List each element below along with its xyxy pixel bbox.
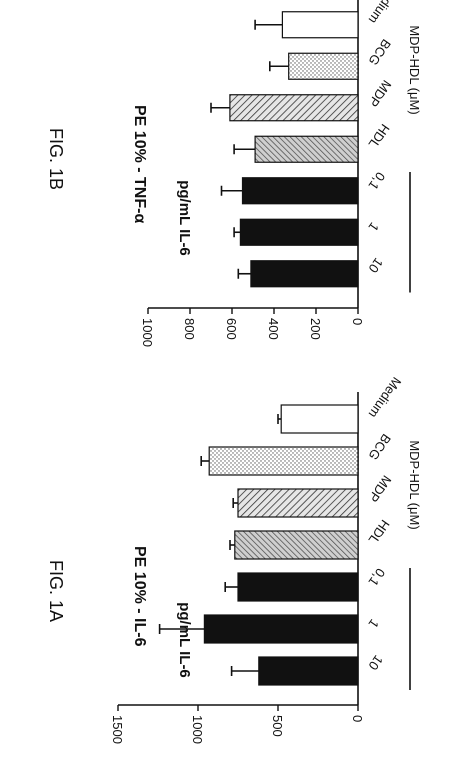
- bar: [254, 135, 359, 163]
- bar: [208, 446, 359, 476]
- bar: [280, 404, 359, 434]
- y-tick-label: 400: [266, 318, 281, 340]
- y-tick-label: 800: [182, 318, 197, 340]
- y-tick-label: 600: [224, 318, 239, 340]
- y-axis: 0 500 1000 1500: [110, 392, 411, 744]
- y-tick-label: 200: [308, 318, 323, 340]
- y-tick-label: 500: [270, 715, 285, 737]
- bar: [203, 614, 359, 644]
- chart-title: PE 10% - IL-6: [131, 546, 148, 647]
- bar: [281, 11, 359, 39]
- y-tick-label: 1000: [140, 318, 155, 347]
- bar: [288, 52, 359, 80]
- x-tick-label: 0,1: [366, 169, 389, 192]
- chart-title: PE 10% - TNF-α: [131, 105, 148, 223]
- bar-series: [158, 404, 359, 686]
- x-tick-label: BCG: [366, 431, 394, 463]
- x-tick-label: MDP: [366, 473, 395, 505]
- x-tick-label: 0,1: [366, 565, 389, 588]
- y-tick-label: 0: [350, 318, 365, 325]
- y-axis-label: pg/mL IL-6: [176, 180, 193, 256]
- bar: [241, 177, 359, 205]
- x-tick-label: 10: [366, 652, 387, 672]
- x-tick-label: HDL: [366, 121, 393, 151]
- y-tick-label: 1500: [110, 715, 125, 744]
- x-tick-label: 10: [366, 255, 387, 275]
- group-label: MDP-HDL (μM): [407, 25, 422, 114]
- group-label: MDP-HDL (μM): [407, 440, 422, 529]
- bar-series: [210, 11, 359, 288]
- figure-label-1b: FIG. 1B: [46, 128, 66, 190]
- bar: [237, 572, 359, 602]
- x-tick-label: MDP: [366, 77, 395, 109]
- category-labels: Medium BCG MDP HDL 0,1 1 10: [366, 374, 405, 672]
- bar: [234, 530, 359, 560]
- bar: [239, 218, 359, 246]
- y-axis-label: pg/mL IL-6: [176, 602, 193, 678]
- y-tick-label: 1000: [190, 715, 205, 744]
- chart-tnf: PE 10% - TNF-α 0 200 400 600 800 1000 Medium B…: [131, 0, 422, 347]
- y-axis: 0 200 400 600 800 1000: [140, 0, 411, 347]
- category-labels: Medium BCG MDP HDL 0,1 1 10: [366, 0, 405, 276]
- bar: [237, 488, 359, 518]
- x-tick-label: HDL: [366, 517, 393, 547]
- bar: [229, 94, 359, 122]
- x-tick-label: 1: [366, 616, 382, 631]
- x-tick-label: 1: [366, 220, 382, 235]
- bar: [258, 656, 359, 686]
- y-tick-label: 0: [350, 715, 365, 722]
- bar: [250, 260, 359, 288]
- chart-il6: PE 10% - IL-6 0 500 1000 1500 Medium BCG MDP H…: [110, 374, 422, 744]
- figure-label-1a: FIG. 1A: [46, 560, 66, 622]
- x-tick-label: Medium: [366, 374, 405, 420]
- x-tick-label: Medium: [366, 0, 405, 27]
- x-tick-label: BCG: [366, 36, 394, 68]
